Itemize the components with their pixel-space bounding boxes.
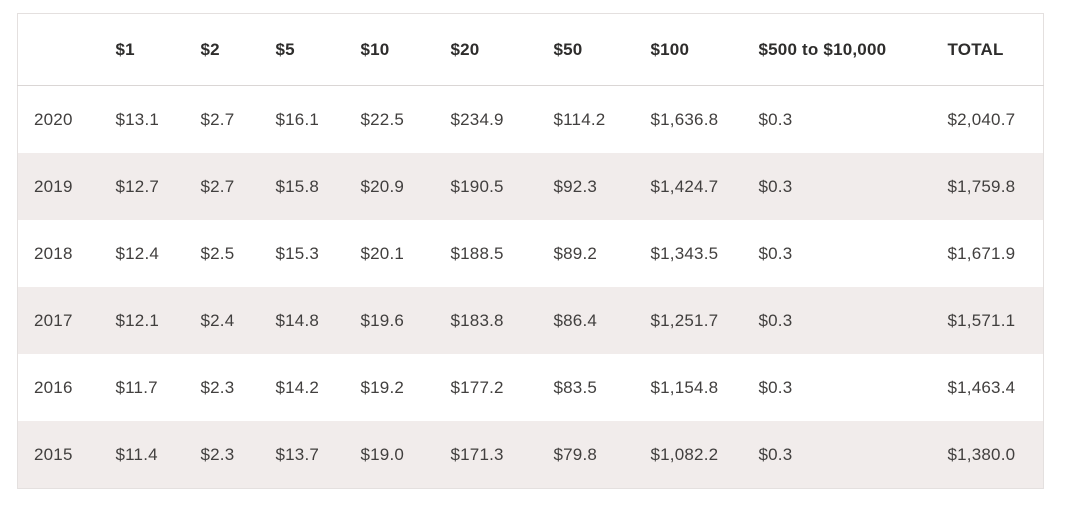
row-year: 2017 bbox=[34, 310, 73, 330]
table-row: 2020 $13.1 $2.7 $16.1 $22.5 $234.9 $114.2 $1,63… bbox=[17, 85, 1044, 153]
total-cell: $1,463.4 bbox=[947, 377, 1016, 397]
column-header: $5 bbox=[259, 13, 345, 86]
table-cell: $0.3 bbox=[758, 377, 793, 397]
table-cell: $0.3 bbox=[758, 310, 793, 330]
total-cell: $2,040.7 bbox=[947, 109, 1016, 129]
header-row: $1 $2 $5 $10 $20 $50 $100 $500 to $10,000 TOTAL bbox=[17, 13, 1044, 86]
table-cell: $15.3 bbox=[275, 243, 320, 263]
table-cell: $11.7 bbox=[115, 377, 158, 397]
table-cell: $183.8 bbox=[450, 310, 504, 330]
table-row: 2019 $12.7 $2.7 $15.8 $20.9 $190.5 $92.3 $1,424… bbox=[17, 153, 1044, 220]
table-cell: $0.3 bbox=[758, 444, 793, 464]
table-cell: $20.1 bbox=[360, 243, 405, 263]
row-year: 2019 bbox=[34, 176, 73, 196]
total-cell: $1,671.9 bbox=[947, 243, 1016, 263]
table-cell: $1,154.8 bbox=[650, 377, 719, 397]
table-body: 2020 $13.1 $2.7 $16.1 $22.5 $234.9 $114.2 $1,63… bbox=[17, 85, 1044, 489]
table-cell: $15.8 bbox=[275, 176, 320, 196]
table-cell: $0.3 bbox=[758, 243, 793, 263]
table-cell: $2.3 bbox=[200, 444, 235, 464]
table-cell: $188.5 bbox=[450, 243, 504, 263]
table-cell: $1,343.5 bbox=[650, 243, 719, 263]
table-cell: $1,251.7 bbox=[650, 310, 719, 330]
table-row: 2016 $11.7 $2.3 $14.2 $19.2 $177.2 $83.5 $1,154… bbox=[17, 354, 1044, 421]
table-cell: $19.2 bbox=[360, 377, 405, 397]
column-header: $1 bbox=[99, 13, 185, 86]
table-row: 2018 $12.4 $2.5 $15.3 $20.1 $188.5 $89.2 $1,343… bbox=[17, 220, 1044, 287]
table-cell: $13.7 bbox=[275, 444, 320, 464]
column-header: TOTAL bbox=[931, 13, 1044, 86]
total-cell: $1,759.8 bbox=[947, 176, 1016, 196]
table-cell: $2.3 bbox=[200, 377, 235, 397]
table-cell: $20.9 bbox=[360, 176, 405, 196]
row-year: 2015 bbox=[34, 444, 73, 464]
column-header: $500 to $10,000 bbox=[742, 13, 932, 86]
table-cell: $1,636.8 bbox=[650, 109, 719, 129]
table-cell: $114.2 bbox=[553, 109, 606, 129]
table-cell: $171.3 bbox=[450, 444, 504, 464]
currency-in-circulation-table-container: $1 $2 $5 $10 $20 $50 $100 $500 to $10,000 TOTAL … bbox=[17, 13, 1044, 489]
table-cell: $83.5 bbox=[553, 377, 598, 397]
table-cell: $92.3 bbox=[553, 176, 598, 196]
table-cell: $19.6 bbox=[360, 310, 405, 330]
table-cell: $2.4 bbox=[200, 310, 235, 330]
column-header: $100 bbox=[634, 13, 743, 86]
column-header-empty bbox=[17, 13, 100, 86]
table-row: 2017 $12.1 $2.4 $14.8 $19.6 $183.8 $86.4 $1,251… bbox=[17, 287, 1044, 354]
table-cell: $12.4 bbox=[115, 243, 160, 263]
table-cell: $19.0 bbox=[360, 444, 405, 464]
total-cell: $1,571.1 bbox=[947, 310, 1016, 330]
table-cell: $234.9 bbox=[450, 109, 504, 129]
table-cell: $2.7 bbox=[200, 176, 235, 196]
table-row: 2015 $11.4 $2.3 $13.7 $19.0 $171.3 $79.8 $1,082… bbox=[17, 421, 1044, 489]
column-header: $50 bbox=[537, 13, 635, 86]
table-cell: $79.8 bbox=[553, 444, 598, 464]
row-year: 2020 bbox=[34, 109, 73, 129]
table-cell: $14.2 bbox=[275, 377, 320, 397]
table-cell: $14.8 bbox=[275, 310, 320, 330]
table-cell: $16.1 bbox=[275, 109, 320, 129]
table-cell: $1,082.2 bbox=[650, 444, 719, 464]
table-cell: $12.1 bbox=[115, 310, 160, 330]
row-year: 2018 bbox=[34, 243, 73, 263]
table-cell: $89.2 bbox=[553, 243, 598, 263]
table-cell: $2.7 bbox=[200, 109, 235, 129]
table-cell: $0.3 bbox=[758, 176, 793, 196]
total-cell: $1,380.0 bbox=[947, 444, 1016, 464]
denomination-table: $1 $2 $5 $10 $20 $50 $100 $500 to $10,000 TOTAL … bbox=[17, 13, 1044, 489]
table-cell: $13.1 bbox=[115, 109, 160, 129]
table-cell: $0.3 bbox=[758, 109, 793, 129]
table-cell: $11.4 bbox=[115, 444, 158, 464]
table-header: $1 $2 $5 $10 $20 $50 $100 $500 to $10,000 TOTAL bbox=[17, 13, 1044, 86]
column-header: $10 bbox=[344, 13, 435, 86]
table-cell: $2.5 bbox=[200, 243, 235, 263]
table-cell: $22.5 bbox=[360, 109, 405, 129]
table-cell: $1,424.7 bbox=[650, 176, 719, 196]
row-year: 2016 bbox=[34, 377, 73, 397]
column-header: $20 bbox=[434, 13, 538, 86]
table-cell: $177.2 bbox=[450, 377, 504, 397]
column-header: $2 bbox=[184, 13, 260, 86]
table-cell: $12.7 bbox=[115, 176, 160, 196]
table-cell: $190.5 bbox=[450, 176, 504, 196]
table-cell: $86.4 bbox=[553, 310, 598, 330]
